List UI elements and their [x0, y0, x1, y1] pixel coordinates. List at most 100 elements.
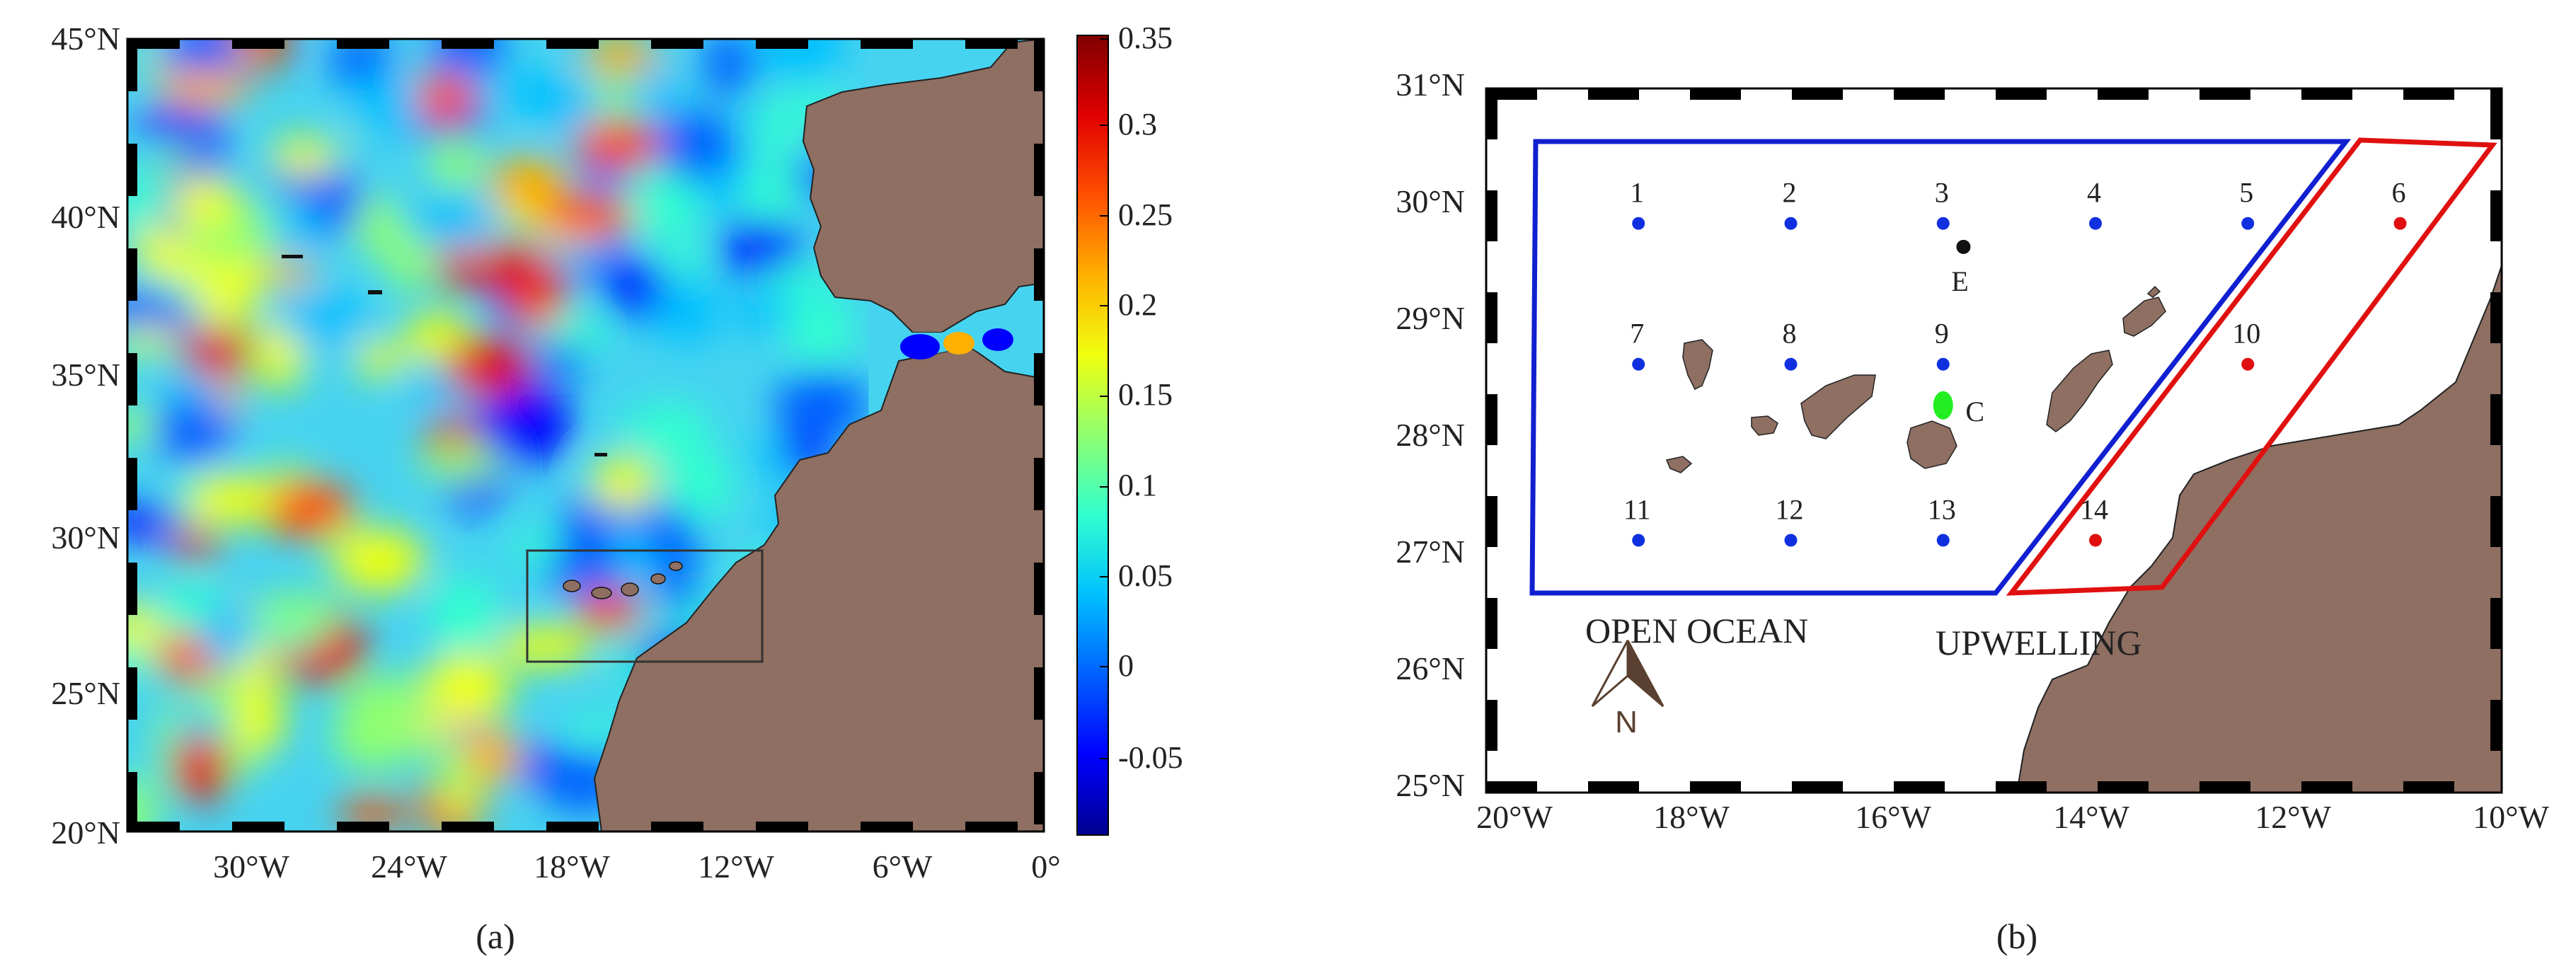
med-anomaly-3: [982, 328, 1013, 351]
border-segment: [2490, 190, 2502, 241]
anomaly-blob: [270, 138, 339, 176]
anomaly-blob: [338, 798, 408, 829]
border-segment: [1034, 458, 1044, 510]
lon-label: 0°: [1031, 848, 1060, 885]
border-segment: [442, 39, 494, 49]
anomaly-blob: [645, 66, 682, 117]
lat-label: 28°N: [1396, 417, 1465, 453]
anomaly-blob: [429, 136, 481, 190]
colorbar-ticks: [1100, 38, 1108, 759]
anomaly-blob: [127, 505, 187, 539]
panel-b-lat-labels: 31°N 30°N 29°N 28°N 27°N 26°N 25°N: [1396, 67, 1465, 803]
anomaly-blob: [267, 259, 314, 288]
anomaly-blob: [349, 71, 422, 141]
border-segment: [965, 39, 1018, 49]
colorbar-bar: [1076, 35, 1109, 836]
anomaly-blob: [176, 148, 231, 180]
point-c-label: C: [1965, 396, 1984, 427]
lat-label: 30°N: [51, 519, 120, 556]
anomaly-blob: [650, 111, 737, 180]
colorbar-tick-label: 0: [1118, 648, 1134, 683]
lat-label: 25°N: [51, 675, 120, 711]
chlorophyll-anomaly-field: [127, 39, 1044, 831]
panel-a-lat-labels: 45°N 40°N 35°N 30°N 25°N 20°N: [51, 21, 120, 851]
border-segment: [2200, 781, 2250, 793]
tenerife: [1800, 374, 1876, 439]
anomaly-blob: [152, 399, 234, 463]
station-11-label: 11: [1623, 493, 1651, 525]
colorbar-tick-label: 0.35: [1118, 21, 1173, 55]
colorbar-tick-label: 0.15: [1118, 377, 1173, 412]
anomaly-blob: [573, 120, 660, 170]
border-segment: [1588, 88, 1639, 100]
border-segment: [127, 39, 180, 49]
border-segment: [1034, 772, 1044, 824]
anomaly-blob: [571, 713, 618, 744]
anomaly-blob: [253, 594, 342, 628]
anomaly-blob: [420, 652, 511, 725]
lon-label: 30°W: [213, 848, 289, 885]
border-segment: [1486, 88, 1497, 139]
border-segment: [2490, 394, 2502, 445]
border-segment: [232, 39, 284, 49]
border-segment: [1034, 144, 1044, 196]
anomaly-blob: [662, 241, 705, 280]
anomaly-blob: [355, 341, 405, 377]
north-arrow: N: [1591, 640, 1664, 740]
anomaly-blob: [536, 315, 611, 351]
station-2-dot: [1784, 217, 1798, 230]
border-segment: [1486, 700, 1497, 751]
anomaly-blob: [168, 528, 222, 560]
lat-label: 35°N: [51, 357, 120, 393]
station-11-dot: [1632, 534, 1645, 547]
station-7-label: 7: [1630, 318, 1644, 350]
el-hierro: [1665, 456, 1693, 473]
border-segment: [337, 39, 389, 49]
lat-label: 25°N: [1396, 767, 1465, 803]
point-e-dot: [1956, 239, 1971, 254]
border-segment: [2200, 88, 2250, 100]
border-segment: [1690, 88, 1741, 100]
anomaly-blob: [721, 217, 803, 280]
anomaly-blob: [331, 528, 425, 593]
anomaly-blob: [159, 39, 243, 84]
anomaly-blob: [420, 445, 502, 482]
station-13-dot: [1936, 534, 1950, 547]
border-segment: [127, 667, 137, 720]
station-4-dot: [2089, 217, 2102, 230]
upwelling-label: UPWELLING: [1936, 623, 2142, 662]
lat-label: 31°N: [1396, 67, 1465, 103]
anomaly-blob: [581, 39, 660, 76]
border-segment: [861, 822, 913, 831]
anomaly-blob: [235, 679, 284, 755]
africa-coast-land: [2016, 265, 2502, 793]
anomaly-blob: [185, 473, 277, 526]
anomaly-blob: [630, 170, 701, 239]
border-segment: [546, 39, 599, 49]
panel-a-lon-labels: 30°W 24°W 18°W 12°W 6°W 0°: [213, 848, 1061, 885]
station-4-label: 4: [2087, 177, 2101, 209]
anomaly-blob: [255, 216, 331, 252]
anomaly-blob: [539, 193, 636, 238]
fuerteventura: [2046, 350, 2113, 432]
anomaly-blob: [459, 728, 522, 784]
border-segment: [1486, 496, 1497, 547]
lon-label: 18°W: [1653, 799, 1730, 835]
border-segment: [127, 39, 137, 91]
border-segment: [651, 39, 703, 49]
anomaly-blob: [127, 287, 190, 330]
anomaly-blob: [200, 599, 253, 671]
anomaly-blob: [703, 39, 754, 97]
anomaly-blob: [647, 505, 698, 580]
border-segment: [2490, 700, 2502, 751]
border-segment: [1996, 88, 2047, 100]
panel-a-caption: (a): [476, 916, 515, 956]
lon-label: 18°W: [534, 848, 610, 885]
station-8-dot: [1784, 357, 1798, 371]
station-8-label: 8: [1783, 318, 1797, 350]
border-segment: [1792, 88, 1843, 100]
anomaly-blob: [755, 39, 844, 79]
anomaly-blob: [574, 592, 643, 631]
africa-land: [593, 345, 1044, 831]
canary-islands-b: [1665, 285, 2166, 473]
